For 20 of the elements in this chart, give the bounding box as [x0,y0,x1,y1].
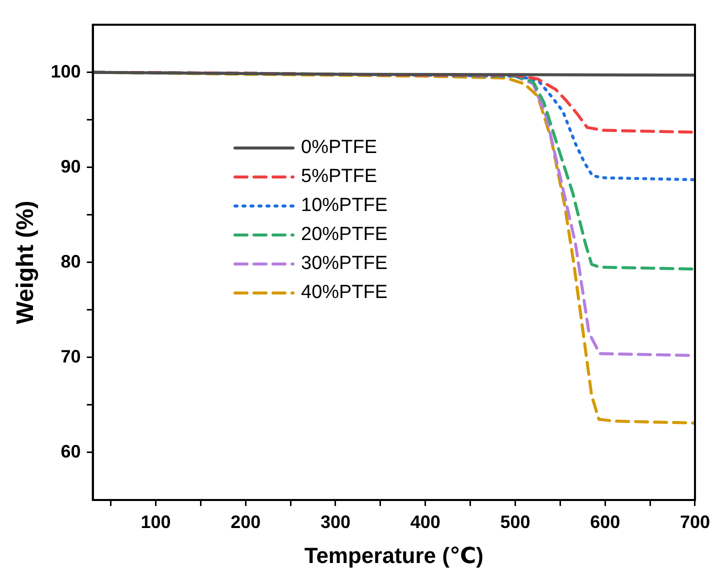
x-tick-label: 100 [140,512,171,532]
x-tick-label: 500 [500,512,530,532]
x-tick-label: 700 [680,512,710,532]
legend-label: 5%PTFE [301,166,378,188]
legend-label: 10%PTFE [301,194,388,216]
x-tick-label: 200 [230,512,261,532]
x-axis-title: Temperature (℃) [304,542,484,568]
legend-label: 40%PTFE [301,282,388,304]
y-axis-title: Weight (%) [12,200,40,324]
y-tick-label: 60 [60,441,81,462]
x-tick-label: 600 [590,512,620,532]
legend-label: 0%PTFE [301,136,378,158]
legend-label: 30%PTFE [301,252,388,274]
y-tick-label: 80 [60,251,81,272]
x-tick-label: 300 [320,512,351,532]
x-tick-label: 400 [410,512,440,532]
y-tick-label: 90 [60,156,81,176]
y-tick-label: 70 [60,346,81,366]
legend-label: 20%PTFE [301,224,388,246]
y-tick-label: 100 [50,61,81,82]
